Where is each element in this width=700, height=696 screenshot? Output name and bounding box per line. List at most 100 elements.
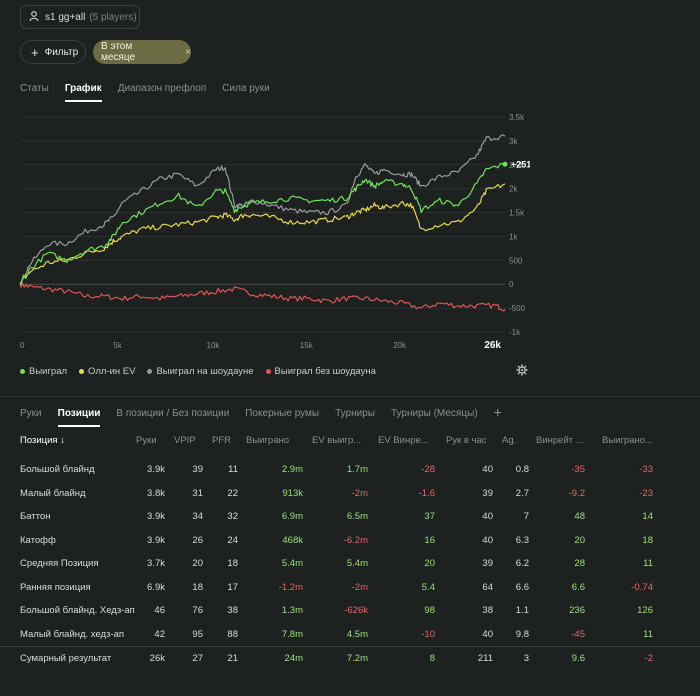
chart-legend: Выиграл Олл-ин EV Выиграл на шоудауне Вы…	[20, 366, 376, 377]
col-aggression[interactable]: Ag.	[502, 435, 517, 446]
cell-value: 40	[482, 464, 493, 476]
month-filter-chip[interactable]: В этом месяце ×	[93, 40, 191, 64]
cell-value: 468k	[282, 534, 303, 546]
tab-poker-rooms[interactable]: Покерные румы	[245, 408, 320, 419]
legend-showdown[interactable]: Выиграл на шоудауне	[147, 366, 254, 377]
legend-non-showdown[interactable]: Выиграл без шоудауна	[265, 366, 376, 377]
series-line	[19, 183, 506, 285]
y-tick-label: 500	[509, 256, 523, 265]
col-position[interactable]: Позиция ↓	[20, 435, 65, 446]
cell-filler	[653, 458, 700, 482]
cell-value: 22	[227, 487, 238, 499]
legend-label-showdown: Выиграл на шоудауне	[156, 366, 254, 377]
total-row[interactable]: Сумарный результат 26k 27 21 24m 7.2m 8 211 3 9.6…	[0, 646, 700, 671]
legend-won[interactable]: Выиграл	[20, 366, 67, 377]
legend-dot-non-showdown	[265, 369, 271, 374]
tab-graph[interactable]: График	[64, 83, 102, 102]
winnings-chart: 3.5k 3k 2.5k 2k 1.5k 1k 500 0 -500 -1k 0 5k 10k 15k 20…	[10, 102, 536, 357]
cell-value: 76	[192, 605, 203, 617]
cell-value: 26k	[135, 646, 165, 671]
tab-tournaments-months[interactable]: Турниры (Месяцы)	[390, 408, 478, 419]
col-vpip[interactable]: VPIP	[174, 435, 196, 446]
cell-value: 37	[424, 511, 435, 523]
cell-value: 34	[192, 511, 203, 523]
cell-value: 39	[482, 487, 493, 499]
cell-value: 5.4	[421, 581, 435, 593]
cell-position-name: Ранняя позиция	[20, 581, 91, 593]
col-ev-won[interactable]: EV выигр...	[312, 435, 362, 446]
tab-positions[interactable]: Позиции	[57, 408, 101, 427]
cell-value: 1.3m	[281, 605, 303, 617]
cell-filler	[653, 623, 700, 647]
cell-value: -10	[421, 628, 435, 640]
cell-value: 6.3	[515, 534, 529, 546]
col-won[interactable]: Выиграно	[246, 435, 290, 446]
cell-value: 3.7k	[147, 558, 165, 570]
cell-position-name: Большой блайнд. Хедз-ап	[20, 605, 135, 617]
col-ev-winrate[interactable]: EV Винре...	[378, 435, 429, 446]
table-row[interactable]: Большой блайнд 3.9k 39 11 2.9m 1.7m -28 40 0.8 -3…	[0, 458, 700, 482]
tab-stats[interactable]: Статы	[20, 83, 49, 94]
cell-value: 913k	[282, 487, 303, 499]
legend-dot-allin-ev	[79, 369, 85, 374]
y-tick-label: -1k	[509, 328, 521, 337]
table-row[interactable]: Баттон 3.9k 34 32 6.9m 6.5m 37 40 7 48 14	[0, 505, 700, 529]
tab-hand-strength[interactable]: Сила руки	[222, 83, 270, 94]
col-hands[interactable]: Руки	[136, 435, 157, 446]
cell-value: 31	[192, 487, 203, 499]
cell-value: 6.9k	[147, 581, 165, 593]
cell-value: 11	[643, 628, 653, 640]
col-winrate[interactable]: Винрейт ...	[536, 435, 584, 446]
cell-value: 18	[642, 534, 653, 546]
end-value-label: +2511	[511, 159, 530, 169]
tab-tournaments[interactable]: Турниры	[335, 408, 375, 419]
cell-value: 20	[574, 534, 585, 546]
col-hands-per-hour[interactable]: Рук в час	[446, 435, 487, 446]
add-tab-icon[interactable]: +	[493, 404, 502, 420]
close-icon[interactable]: ×	[185, 46, 191, 58]
add-filter-button[interactable]: + Фильтр	[20, 40, 86, 64]
table-header: Позиция ↓ Руки VPIP PFR Выиграно EV выиг…	[0, 430, 700, 452]
series-line	[19, 163, 506, 285]
tab-in-out-position[interactable]: В позиции / Без позиции	[116, 408, 230, 419]
cell-value: 21	[203, 646, 238, 671]
main-tabs: Статы График Диапазон префлоп Сила руки	[20, 83, 270, 102]
gear-icon[interactable]	[516, 364, 528, 379]
table-row[interactable]: Катофф 3.9k 26 24 468k -6.2m 16 40 6.3 20 18	[0, 529, 700, 553]
cell-value: 6.6	[571, 581, 585, 593]
cell-value: -45	[571, 628, 585, 640]
cell-value: -2	[585, 646, 653, 671]
cell-value: 46	[154, 605, 165, 617]
cell-value: 17	[227, 581, 238, 593]
table-row[interactable]: Малый блайнд. хедз-ап 42 95 88 7.8m 4.5m -10 40…	[0, 623, 700, 647]
table-row[interactable]: Средняя Позиция 3.7k 20 18 5.4m 5.4m 20 39 6.2 28…	[0, 552, 700, 576]
cell-value: 39	[482, 558, 493, 570]
cell-value: -33	[639, 464, 653, 476]
cell-filler	[653, 576, 700, 600]
cell-value: 1.1	[515, 605, 529, 617]
positions-table: Большой блайнд 3.9k 39 11 2.9m 1.7m -28 40 0.8 -3…	[0, 458, 700, 671]
cell-value: -9.2	[568, 487, 585, 499]
tab-preflop-range[interactable]: Диапазон префлоп	[117, 83, 207, 94]
table-row[interactable]: Малый блайнд 3.8k 31 22 913k -2m -1.6 39 2.7 -9.2…	[0, 482, 700, 506]
cell-value: 211	[435, 646, 493, 671]
stats-tabs: Руки Позиции В позиции / Без позиции Пок…	[20, 404, 502, 427]
cell-value: 38	[227, 605, 238, 617]
cell-value: 16	[424, 534, 435, 546]
legend-label-won: Выиграл	[29, 366, 68, 377]
legend-allin-ev[interactable]: Олл-ин EV	[79, 366, 135, 377]
col-pfr[interactable]: PFR	[212, 435, 231, 446]
cell-filler	[653, 552, 700, 576]
cell-value: -28	[421, 464, 435, 476]
col-won-2[interactable]: Выиграно...	[602, 435, 653, 446]
table-row[interactable]: Большой блайнд. Хедз-ап 46 76 38 1.3m -626k 98…	[0, 599, 700, 623]
cell-value: 32	[227, 511, 238, 523]
x-tick-label: 5k	[113, 341, 122, 350]
y-tick-label: 2k	[509, 185, 518, 194]
y-tick-label: 1k	[509, 232, 518, 241]
y-tick-label: -500	[509, 304, 526, 313]
table-row[interactable]: Ранняя позиция 6.9k 18 17 -1.2m -2m 5.4 64 6.6 6.…	[0, 576, 700, 600]
tab-hands[interactable]: Руки	[20, 408, 42, 419]
player-selector[interactable]: s1 gg+all (5 players)	[20, 5, 140, 29]
cell-value: 27	[165, 646, 203, 671]
